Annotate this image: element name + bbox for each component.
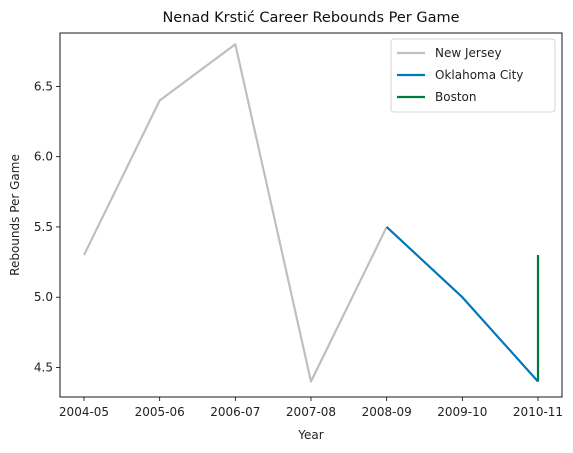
- series-lines: [83, 43, 540, 383]
- x-tick-label: 2008-09: [362, 405, 412, 419]
- legend-box: [390, 38, 556, 113]
- series-line-new-jersey: [83, 43, 388, 383]
- legend: New Jersey Oklahoma City Boston: [390, 38, 556, 113]
- y-tick-label: 5.0: [34, 290, 53, 304]
- series-line-oklahoma-city: [385, 226, 539, 383]
- y-tick-label: 5.5: [34, 220, 53, 234]
- x-axis-ticks: 2004-05 2005-06 2006-07 2007-08 2008-09 2009-…: [59, 397, 563, 419]
- x-tick-label: 2006-07: [210, 405, 260, 419]
- y-tick-label: 6.5: [34, 79, 53, 93]
- legend-label: Oklahoma City: [435, 68, 523, 82]
- x-tick-label: 2010-11: [513, 405, 563, 419]
- y-tick-label: 6.0: [34, 150, 53, 164]
- x-tick-label: 2009-10: [437, 405, 487, 419]
- legend-label: Boston: [435, 90, 476, 104]
- y-axis-ticks: 4.5 5.0 5.5 6.0 6.5: [34, 79, 60, 374]
- x-tick-label: 2004-05: [59, 405, 109, 419]
- y-tick-label: 4.5: [34, 360, 53, 374]
- x-tick-label: 2007-08: [286, 405, 336, 419]
- chart-title: Nenad Krstić Career Rebounds Per Game: [162, 10, 459, 26]
- legend-label: New Jersey: [435, 46, 502, 60]
- x-axis-label: Year: [297, 428, 323, 442]
- y-axis-label: Rebounds Per Game: [8, 154, 22, 276]
- x-tick-label: 2005-06: [135, 405, 185, 419]
